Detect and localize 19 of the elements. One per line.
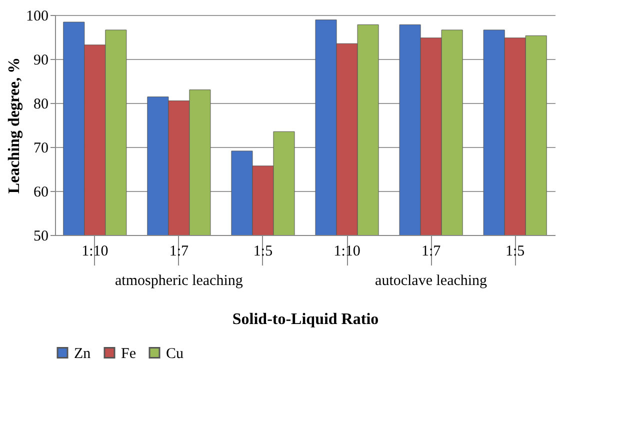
x-tick-label: 1:5	[506, 244, 525, 260]
text: atmospheric leaching	[115, 273, 244, 289]
x-tick-label: 1:7	[169, 244, 190, 260]
text: autoclave leaching	[375, 273, 488, 289]
legend-label: Zn	[74, 346, 92, 362]
y-tick-label: 100	[26, 8, 48, 24]
y-tick-label: 80	[34, 96, 48, 112]
x-tick-label: 1:10	[334, 244, 360, 260]
legend-label: Fe	[121, 346, 136, 362]
y-tick-label: 50	[34, 228, 48, 244]
x-tick-label: 1:10	[82, 244, 108, 260]
x-tick-label: 1:7	[421, 244, 442, 260]
y-tick-label: 70	[34, 140, 48, 156]
y-tick-label: 90	[34, 52, 48, 68]
x-axis-title: Solid-to-Liquid Ratio	[232, 311, 379, 328]
x-tick-label: 1:5	[253, 244, 273, 260]
y-tick-label: 60	[34, 184, 48, 200]
legend-label: Cu	[166, 346, 184, 362]
y-axis-title: Leaching degree, %	[6, 57, 23, 194]
